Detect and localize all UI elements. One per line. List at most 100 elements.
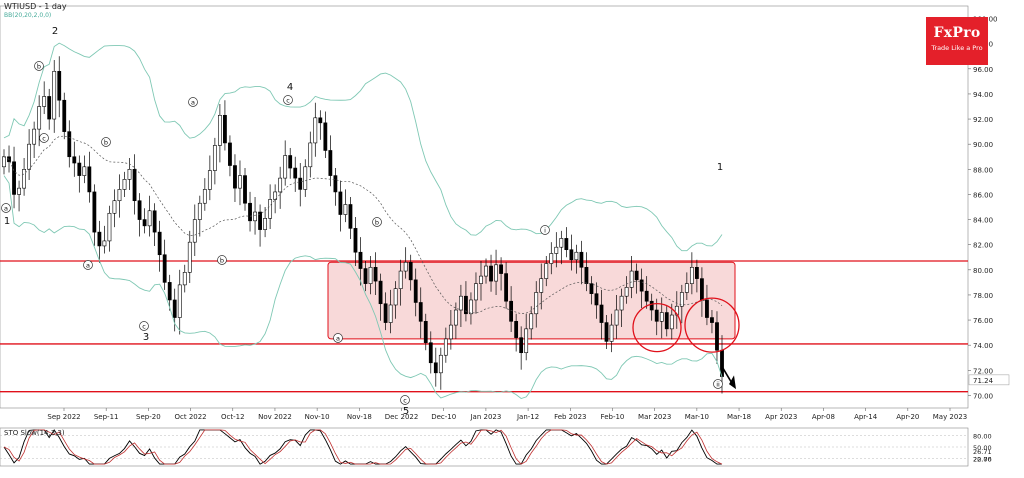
candle-body <box>358 251 363 269</box>
candle-body <box>554 246 559 254</box>
candle-body <box>238 175 242 189</box>
wave-label: 3 <box>143 332 149 343</box>
sub-wave-marker <box>540 225 550 235</box>
candle-body <box>268 199 273 219</box>
candle-body <box>433 362 438 374</box>
candle-body <box>57 71 62 101</box>
y-tick-label: 94.00 <box>973 91 993 99</box>
candle-body <box>559 238 564 248</box>
sub-wave-marker <box>333 333 343 343</box>
sub-wave-marker <box>713 379 723 389</box>
x-tick-label: May 2023 <box>933 413 968 421</box>
candle-body <box>644 290 649 302</box>
x-tick-label: Oct 2022 <box>174 413 206 421</box>
wave-label: 4 <box>287 82 293 93</box>
candle-body <box>112 200 117 214</box>
candle-body <box>72 156 77 164</box>
highlight-circle <box>632 302 682 353</box>
candle-body <box>127 169 132 180</box>
candle-body <box>263 218 267 230</box>
candle-body <box>589 283 594 294</box>
wave-label: 5 <box>403 406 409 417</box>
candle-body <box>509 300 514 322</box>
candle-body <box>574 251 579 261</box>
sub-wave-marker <box>188 97 198 107</box>
candle-body <box>212 145 217 171</box>
candle-body <box>459 295 463 311</box>
candle-body <box>243 175 247 204</box>
sub-wave-label: b <box>37 63 41 71</box>
candle-body <box>92 191 97 233</box>
candle-body <box>373 266 378 282</box>
candle-body <box>248 202 252 222</box>
candle-body <box>318 117 323 124</box>
candle-body <box>152 210 157 233</box>
candle-body <box>684 283 689 293</box>
y-tick-label: 74.00 <box>973 342 993 350</box>
x-tick-label: Jan 2023 <box>469 413 501 421</box>
candle-body <box>102 240 107 247</box>
candle-body <box>218 114 222 146</box>
candle-body <box>453 309 458 326</box>
sub-wave-label: c <box>142 323 146 331</box>
candle-body <box>67 131 72 158</box>
candle-body <box>77 162 82 176</box>
candle-body <box>524 328 529 354</box>
candle-body <box>634 270 639 281</box>
highlight-circle <box>684 297 740 353</box>
candle-body <box>649 300 654 311</box>
candle-body <box>303 166 308 190</box>
y-tick-label: 72.00 <box>973 367 993 375</box>
candle-body <box>438 354 443 374</box>
x-tick-label: Nov 2022 <box>258 413 292 421</box>
candle-body <box>32 128 37 145</box>
candle-body <box>52 71 57 120</box>
candle-body <box>594 293 599 306</box>
stoch-level-label: 50.00 <box>973 444 992 452</box>
x-tick-label: Mar-18 <box>727 413 751 421</box>
candle-body <box>403 261 408 272</box>
bollinger-label: BB(20,20,2,0,0) <box>4 12 52 19</box>
y-tick-label: 80.00 <box>973 267 993 275</box>
candle-body <box>167 282 172 301</box>
candle-body <box>519 337 524 354</box>
y-tick-label: 70.00 <box>973 392 993 400</box>
candle-body <box>87 166 92 193</box>
x-tick-label: Dec 2022 <box>385 413 419 421</box>
y-tick-label: 78.00 <box>973 292 993 300</box>
candle-body <box>182 272 187 286</box>
sub-wave-marker <box>372 217 382 227</box>
candle-body <box>107 212 112 242</box>
sub-wave-label: c <box>42 135 46 143</box>
wave-label: 2 <box>52 26 58 37</box>
candle-body <box>469 299 473 315</box>
candle-body <box>192 219 197 243</box>
candle-body <box>443 338 448 356</box>
price-pane-frame <box>0 5 969 409</box>
candle-body <box>2 156 6 168</box>
y-tick-label: 84.00 <box>973 217 993 225</box>
x-tick-label: Feb-10 <box>601 413 625 421</box>
candle-body <box>479 275 483 284</box>
candle-body <box>499 264 503 274</box>
sub-wave-marker <box>39 133 49 143</box>
sub-wave-marker <box>83 260 93 270</box>
candle-body <box>308 142 313 168</box>
candle-body <box>278 177 283 193</box>
candle-body <box>117 189 122 202</box>
logo-tagline: Trade Like a Pro <box>931 44 983 52</box>
candle-body <box>464 295 468 315</box>
stoch-value-label: 26.71 <box>973 448 992 456</box>
y-tick-label: 88.00 <box>973 166 993 174</box>
x-tick-label: Apr-08 <box>812 413 835 421</box>
stoch-k-line <box>3 429 722 465</box>
logo-brand: FxPro <box>933 25 981 41</box>
candle-body <box>37 106 42 130</box>
sub-wave-label: c <box>286 97 290 105</box>
candle-body <box>197 202 202 220</box>
candle-body <box>669 314 674 330</box>
candle-body <box>147 210 152 227</box>
y-tick-label: 86.00 <box>973 191 993 199</box>
candle-body <box>378 280 383 305</box>
